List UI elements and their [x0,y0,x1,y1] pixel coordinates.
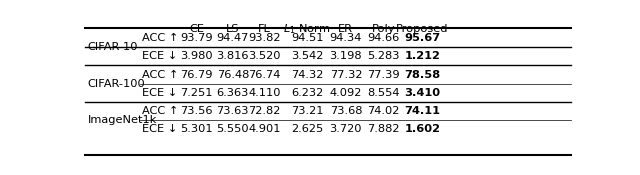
Text: 4.901: 4.901 [248,124,281,134]
Text: 73.68: 73.68 [330,106,362,116]
Text: $L_1$ Norm: $L_1$ Norm [284,22,331,36]
Text: 73.56: 73.56 [180,106,213,116]
Text: 77.39: 77.39 [367,70,400,80]
Text: 8.554: 8.554 [367,88,400,98]
Text: 3.816: 3.816 [216,51,249,61]
Text: 94.47: 94.47 [216,33,249,43]
Text: ImageNet1k: ImageNet1k [88,115,157,125]
Text: ECE ↓: ECE ↓ [142,124,177,134]
Text: ECE ↓: ECE ↓ [142,88,177,98]
Text: Poly: Poly [372,24,396,34]
Text: 7.882: 7.882 [367,124,400,134]
Text: FL: FL [258,24,271,34]
Text: 77.32: 77.32 [330,70,362,80]
Text: 94.66: 94.66 [367,33,399,43]
Text: 95.67: 95.67 [404,33,440,43]
Text: 2.625: 2.625 [291,124,323,134]
Text: 73.21: 73.21 [291,106,323,116]
Text: CE: CE [189,24,204,34]
Text: 3.198: 3.198 [330,51,362,61]
Text: ECE ↓: ECE ↓ [142,51,177,61]
Text: 3.520: 3.520 [248,51,281,61]
Text: 93.82: 93.82 [248,33,281,43]
Text: CIFAR-10: CIFAR-10 [88,42,138,52]
Text: 76.74: 76.74 [248,70,281,80]
Text: 74.32: 74.32 [291,70,323,80]
Text: 72.82: 72.82 [248,106,281,116]
Text: 5.301: 5.301 [180,124,213,134]
Text: 74.02: 74.02 [367,106,400,116]
Text: 94.34: 94.34 [330,33,362,43]
Text: 78.58: 78.58 [404,70,440,80]
Text: LS: LS [226,24,239,34]
Text: 5.283: 5.283 [367,51,400,61]
Text: 3.542: 3.542 [291,51,323,61]
Text: CIFAR-100: CIFAR-100 [88,79,145,89]
Text: 3.980: 3.980 [180,51,213,61]
Text: 6.232: 6.232 [291,88,323,98]
Text: 73.63: 73.63 [216,106,249,116]
Text: 1.212: 1.212 [404,51,440,61]
Text: ER: ER [339,24,353,34]
Text: 6.363: 6.363 [216,88,249,98]
Text: 1.602: 1.602 [404,124,440,134]
Text: ACC ↑: ACC ↑ [142,70,179,80]
Text: Proposed: Proposed [396,24,449,34]
Text: 94.51: 94.51 [291,33,323,43]
Text: ACC ↑: ACC ↑ [142,106,179,116]
Text: 76.48: 76.48 [216,70,249,80]
Text: 4.110: 4.110 [248,88,281,98]
Text: 93.79: 93.79 [180,33,213,43]
Text: 5.550: 5.550 [216,124,249,134]
Text: 76.79: 76.79 [180,70,213,80]
Text: 7.251: 7.251 [180,88,213,98]
Text: ACC ↑: ACC ↑ [142,33,179,43]
Text: 74.11: 74.11 [404,106,440,116]
Text: 4.092: 4.092 [330,88,362,98]
Text: 3.720: 3.720 [330,124,362,134]
Text: 3.410: 3.410 [404,88,440,98]
